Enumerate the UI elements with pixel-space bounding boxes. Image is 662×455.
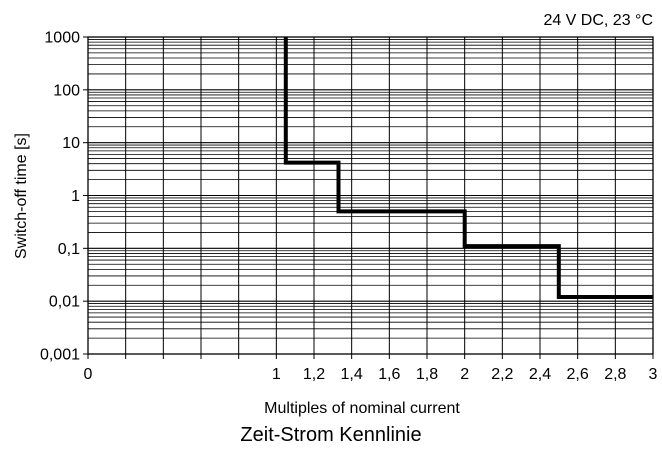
y-tick-label: 0,001: [40, 347, 80, 364]
x-tick-label: 2,8: [604, 366, 626, 383]
labels: 24 V DC, 23 °C Multiples of nominal curr…: [13, 12, 653, 417]
y-tick-label: 10: [62, 135, 80, 152]
chart-title: Zeit-Strom Kennlinie: [240, 424, 422, 446]
plot-frame: 0 1 1,2 1,4 1,6 1,8 2 2,2 2,4 2,6 2,8 3 0,001 0,01 0,1…: [40, 30, 658, 384]
x-tick-label: 1,8: [416, 366, 438, 383]
x-tick-label: 2,6: [567, 366, 589, 383]
x-tick-label: 1,2: [303, 366, 325, 383]
y-axis-label: Switch-off time [s]: [13, 133, 30, 259]
x-tick-label: 3: [649, 366, 658, 383]
characteristic-curve: [283, 37, 653, 299]
x-tick-label: 0: [84, 366, 93, 383]
y-tick-label: 0,01: [49, 294, 80, 311]
time-current-chart: 0 1 1,2 1,4 1,6 1,8 2 2,2 2,4 2,6 2,8 3 0,001 0,01 0,1…: [13, 12, 658, 417]
grid: [87, 37, 654, 355]
y-tick-label: 1000: [44, 30, 80, 47]
condition-annotation: 24 V DC, 23 °C: [543, 12, 653, 29]
x-tick-label: 1,6: [378, 366, 400, 383]
y-tick-label: 1: [71, 188, 80, 205]
series-layer: [283, 37, 653, 299]
y-tick-label: 0,1: [58, 241, 80, 258]
x-tick-label: 2,4: [529, 366, 551, 383]
x-tick-label: 1: [272, 366, 281, 383]
x-tick-label: 2,2: [491, 366, 513, 383]
x-axis-label: Multiples of nominal current: [264, 400, 460, 417]
y-tick-label: 100: [53, 82, 80, 99]
x-tick-label: 1,4: [341, 366, 363, 383]
x-tick-label: 2: [460, 366, 469, 383]
